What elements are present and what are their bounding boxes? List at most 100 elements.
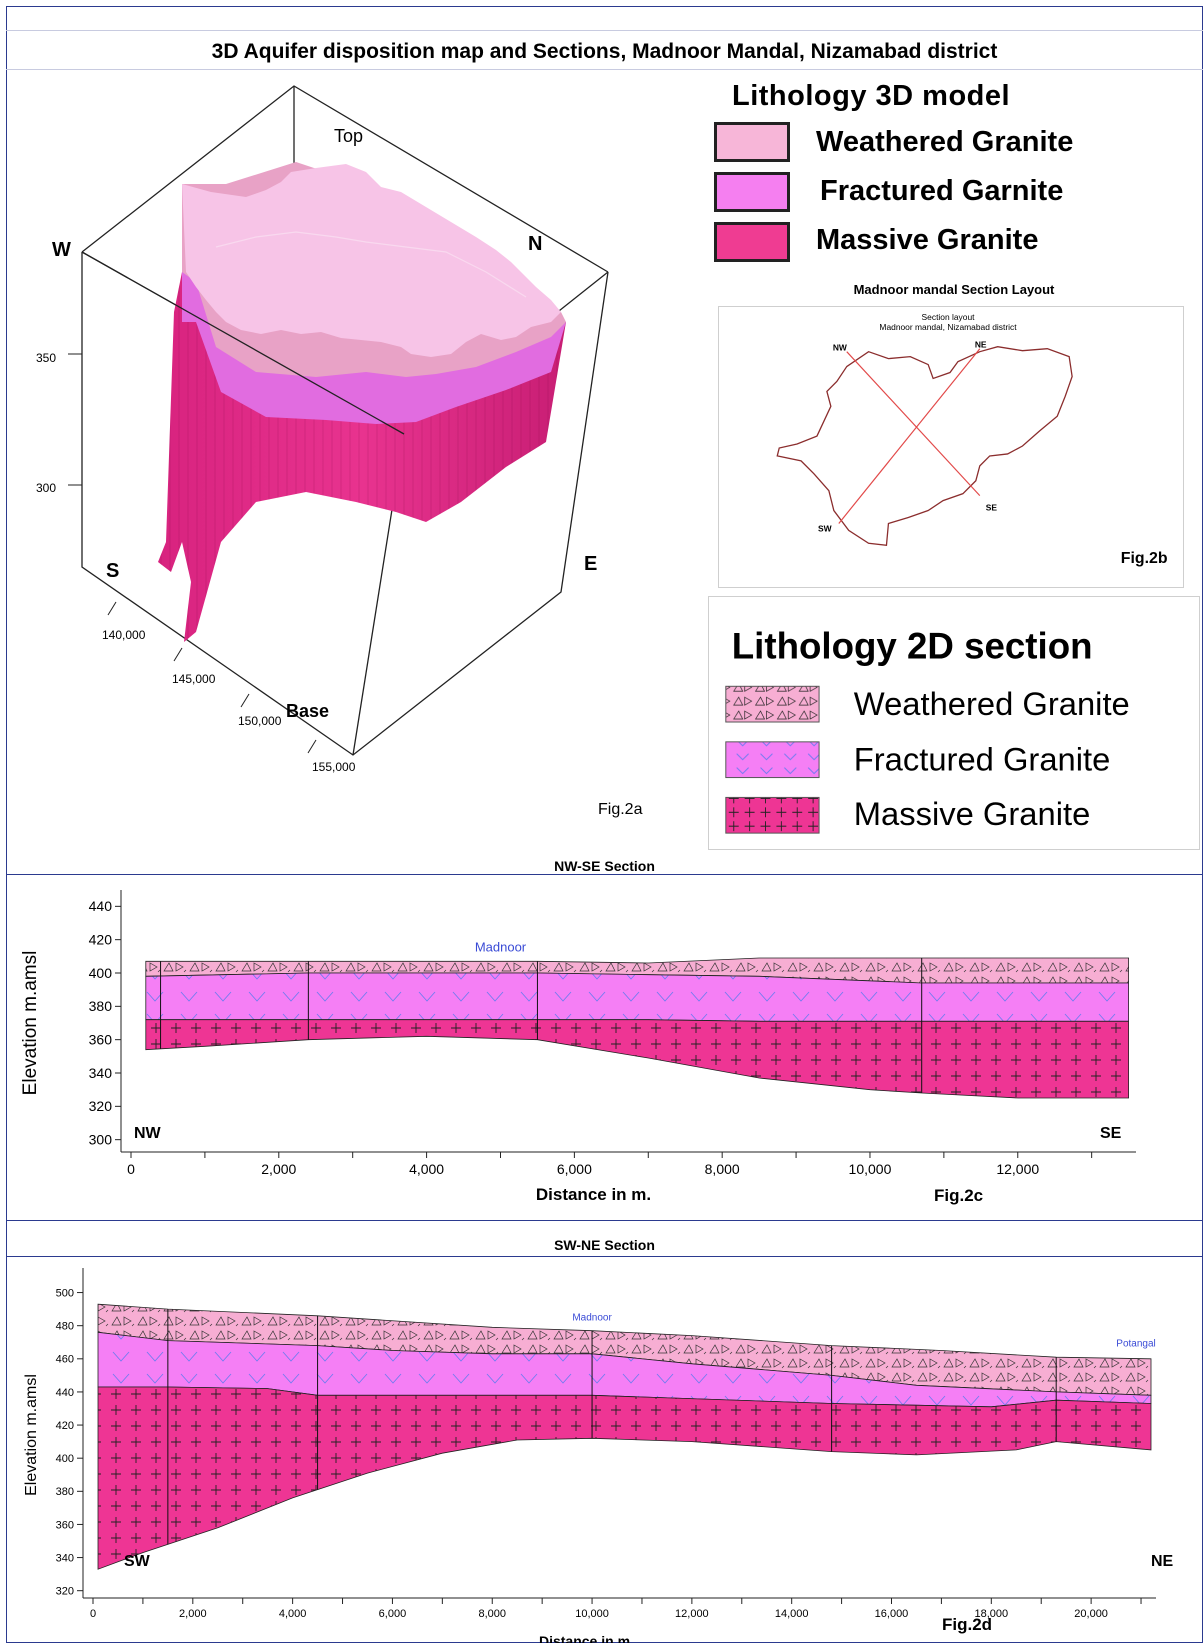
- y-tick-label: 140,000: [102, 628, 146, 642]
- x-tick-label: 12,000: [675, 1608, 709, 1620]
- mandal-boundary: [776, 346, 1073, 547]
- z-tick-label: 300: [36, 481, 56, 495]
- y-tick-label: 320: [89, 1098, 113, 1114]
- divider: [6, 1220, 1203, 1221]
- x-tick-label: 10,000: [575, 1608, 609, 1620]
- sw-ne-section-chart: 320 340 360 380 400 420 440 460 480 500 0 2,000 4,00…: [23, 1268, 1174, 1643]
- x-tick-label: 4,000: [279, 1608, 307, 1620]
- legend-3d-label: Fractured Garnite: [820, 175, 1064, 207]
- x-tick-label: 14,000: [775, 1608, 809, 1620]
- layout-map-heading: Madnoor mandal Section Layout: [853, 282, 1055, 297]
- y-tick-label: 420: [89, 932, 113, 948]
- y-tick-label: 340: [89, 1065, 113, 1081]
- place-label: Madnoor: [475, 939, 527, 954]
- y-axis-title: Elevation m.amsl: [20, 951, 41, 1096]
- layout-inner-subtitle: Madnoor mandal, Nizamabad district: [879, 322, 1017, 332]
- x-tick-label: 6,000: [557, 1161, 592, 1177]
- section-line-sw-ne: [838, 348, 981, 524]
- legend-3d-swatch-weathered: [714, 122, 790, 162]
- point-se: SE: [986, 503, 998, 513]
- legend-3d-label: Massive Granite: [816, 224, 1039, 256]
- x-tick-label: 8,000: [705, 1161, 740, 1177]
- legend-2d-label: Fractured Granite: [854, 741, 1111, 778]
- y-tick-label: 480: [56, 1321, 74, 1333]
- label-base: Base: [286, 701, 329, 721]
- y-tick-label: 460: [56, 1354, 74, 1366]
- y-tick-label: 400: [89, 965, 113, 981]
- legend-3d-label: Weathered Granite: [816, 126, 1074, 158]
- model-3d-diagram: Top W N S E Base 350 300 140,000 145,000…: [36, 85, 643, 818]
- place-label: Madnoor: [572, 1313, 612, 1324]
- title-bar: [6, 30, 1203, 70]
- y-axis-title: Elevation m.amsl: [23, 1374, 40, 1496]
- section-end-label: SW: [124, 1553, 151, 1570]
- nw-se-section-chart: 300 320 340 360 380 400 420 440 0 2,000 4,000 6,000…: [20, 890, 1136, 1205]
- page-title: 3D Aquifer disposition map and Sections,…: [211, 40, 998, 63]
- fig-label: Fig.2d: [942, 1615, 992, 1634]
- label-n: N: [528, 233, 542, 255]
- massive-granite-layer: [145, 1019, 1129, 1099]
- z-tick-label: 350: [36, 351, 56, 365]
- section-end-label: NE: [1151, 1553, 1174, 1570]
- point-ne: NE: [975, 340, 987, 350]
- y-tick-label: 500: [56, 1287, 74, 1299]
- y-tick-label: 340: [56, 1552, 74, 1564]
- legend-2d-title: Lithology 2D section: [732, 626, 1093, 667]
- section-end-label: SE: [1100, 1125, 1122, 1142]
- fig-label: Fig.2c: [934, 1186, 983, 1205]
- place-label: Potangal: [1116, 1339, 1155, 1350]
- massive-granite-layer: [97, 1386, 1152, 1570]
- y-tick-label: 440: [56, 1387, 74, 1399]
- label-s: S: [106, 560, 119, 582]
- fig-label-2a: Fig.2a: [598, 801, 643, 818]
- y-tick-label: 440: [89, 898, 113, 914]
- x-axis-title: Distance in m.: [536, 1185, 651, 1204]
- top-surface: [182, 164, 561, 357]
- x-tick-label: 0: [90, 1608, 96, 1620]
- x-tick-label: 20,000: [1074, 1608, 1108, 1620]
- y-tick-label: 155,000: [312, 760, 356, 774]
- y-tick-label: 380: [89, 998, 113, 1014]
- y-tick-label: 300: [89, 1132, 113, 1148]
- x-tick-label: 0: [127, 1161, 135, 1177]
- legend-2d-swatch-massive: [725, 796, 820, 834]
- y-tick-label: 420: [56, 1420, 74, 1432]
- point-sw: SW: [818, 523, 832, 533]
- layout-inner-title: Section layout: [922, 312, 976, 322]
- legend-2d-swatch-weathered: [725, 685, 820, 723]
- x-tick-label: 16,000: [875, 1608, 909, 1620]
- x-axis-title: Distance in m: [539, 1633, 630, 1643]
- legend-2d-label: Massive Granite: [854, 795, 1091, 832]
- x-tick-label: 2,000: [261, 1161, 296, 1177]
- legend-3d-swatch-massive: [714, 222, 790, 262]
- fig-label-2b: Fig.2b: [1121, 550, 1168, 567]
- legend-3d: Lithology 3D model Weathered Granite Fra…: [708, 72, 1200, 272]
- section-line-nw-se: [846, 351, 981, 497]
- x-tick-label: 8,000: [478, 1608, 506, 1620]
- divider: [6, 874, 1203, 875]
- label-top: Top: [334, 126, 363, 146]
- y-tick-label: 360: [56, 1519, 74, 1531]
- y-tick-label: 380: [56, 1486, 74, 1498]
- divider: [6, 1256, 1203, 1257]
- x-tick-label: 4,000: [409, 1161, 444, 1177]
- x-tick-label: 12,000: [996, 1161, 1039, 1177]
- point-nw: NW: [833, 343, 847, 353]
- y-tick-label: 320: [56, 1586, 74, 1598]
- section-end-label: NW: [134, 1125, 162, 1142]
- x-tick-label: 18,000: [974, 1608, 1008, 1620]
- label-e: E: [584, 553, 597, 575]
- section-layout-map: Section layout Madnoor mandal, Nizamabad…: [718, 306, 1184, 588]
- legend-2d: Lithology 2D section Weathered Granite F…: [708, 596, 1200, 850]
- legend-3d-title: Lithology 3D model: [732, 80, 1011, 112]
- x-tick-label: 10,000: [849, 1161, 892, 1177]
- section-title-sw-ne: SW-NE Section: [554, 1237, 655, 1253]
- legend-2d-label: Weathered Granite: [854, 685, 1130, 722]
- legend-3d-swatch-fractured: [714, 172, 790, 212]
- x-tick-label: 6,000: [379, 1608, 407, 1620]
- y-tick-label: 145,000: [172, 672, 216, 686]
- x-tick-label: 2,000: [179, 1608, 207, 1620]
- section-title-nw-se: NW-SE Section: [554, 858, 655, 874]
- legend-2d-swatch-fractured: [725, 741, 820, 779]
- label-w: W: [52, 239, 71, 261]
